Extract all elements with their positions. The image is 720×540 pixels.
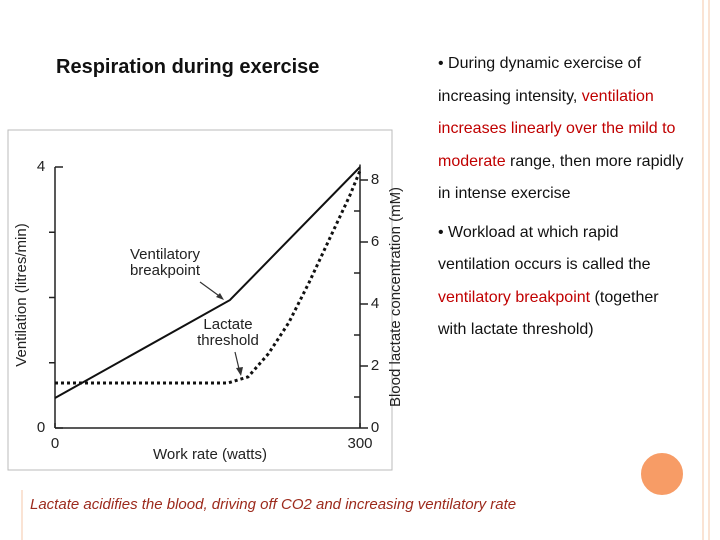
y-axis-label: Ventilation (litres/min) [13, 223, 30, 366]
bullet-text: • During dynamic exercise of increasing … [438, 55, 642, 105]
x-tick-label: 0 [51, 435, 59, 452]
annotation: threshold [197, 332, 259, 349]
decor-circle [639, 451, 685, 497]
y2-axis-label: Blood lactate concentration (mM) [387, 187, 404, 407]
y2-tick-label: 4 [371, 295, 379, 312]
annotation: breakpoint [130, 262, 201, 279]
bullet-text: ventilatory breakpoint [438, 288, 591, 306]
data-line [54, 166, 361, 399]
y2-tick-label: 0 [371, 419, 379, 436]
y2-tick-label: 2 [371, 357, 379, 374]
y-tick-label: 4 [37, 158, 45, 175]
bullet: • Workload at which rapid ventilation oc… [438, 217, 690, 347]
bullet-text: ventilation increases linearly over the … [438, 87, 676, 170]
y-tick-label: 0 [37, 419, 45, 436]
annotation: Ventilatory [130, 246, 201, 263]
x-axis-label: Work rate (watts) [153, 446, 267, 463]
annotation-arrowhead [236, 367, 243, 376]
bullet: • During dynamic exercise of increasing … [438, 48, 690, 211]
caption: Lactate acidifies the blood, driving off… [30, 496, 517, 513]
annotation: Lactate [203, 316, 252, 333]
x-tick-label: 300 [347, 435, 372, 452]
bullet-text: range, then more rapidly in intense exer… [438, 152, 684, 203]
chart-frame [7, 129, 393, 471]
bullet-text: • Workload at which rapid ventilation oc… [438, 223, 651, 274]
y2-tick-label: 6 [371, 233, 379, 250]
annotation-arrowhead [216, 293, 224, 300]
slide-title: Respiration during exercise [56, 56, 320, 78]
bullet-list: • During dynamic exercise of increasing … [438, 48, 690, 353]
y2-tick-label: 8 [371, 171, 379, 188]
bullet-text: (together with lactate threshold) [438, 288, 659, 339]
